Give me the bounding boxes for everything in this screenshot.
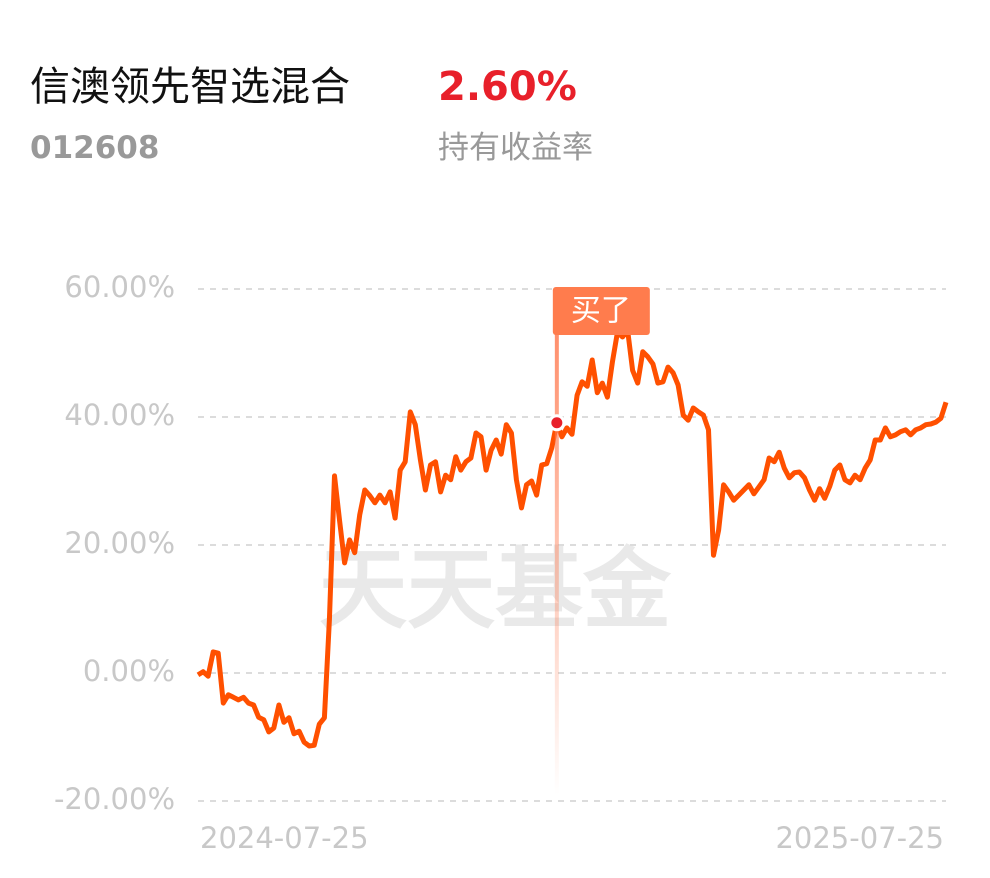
y-tick-label: 20.00% bbox=[64, 526, 175, 560]
x-tick-label: 2024-07-25 bbox=[200, 821, 369, 855]
watermark: 天天基金 bbox=[319, 538, 672, 641]
plot: -20.00% 0.00% 20.00% 40.00% 60.00% 2024-07-25… bbox=[54, 270, 949, 855]
y-tick-label: 0.00% bbox=[83, 654, 175, 688]
fund-title: 信澳领先智选混合 bbox=[30, 64, 350, 110]
y-tick-label: 60.00% bbox=[64, 270, 175, 304]
annotation-text: 买了 bbox=[571, 294, 631, 329]
buy-point bbox=[548, 414, 566, 432]
fund-return: 2.60% bbox=[438, 64, 577, 110]
annotation-box bbox=[552, 287, 650, 335]
annotation-line bbox=[554, 300, 559, 795]
return-label: 持有收益率 bbox=[438, 130, 593, 166]
fund-code: 012608 bbox=[30, 130, 159, 166]
x-tick-label: 2025-07-25 bbox=[775, 821, 944, 855]
y-tick-label: -20.00% bbox=[54, 782, 175, 816]
y-tick-label: 40.00% bbox=[64, 398, 175, 432]
line bbox=[196, 327, 949, 749]
